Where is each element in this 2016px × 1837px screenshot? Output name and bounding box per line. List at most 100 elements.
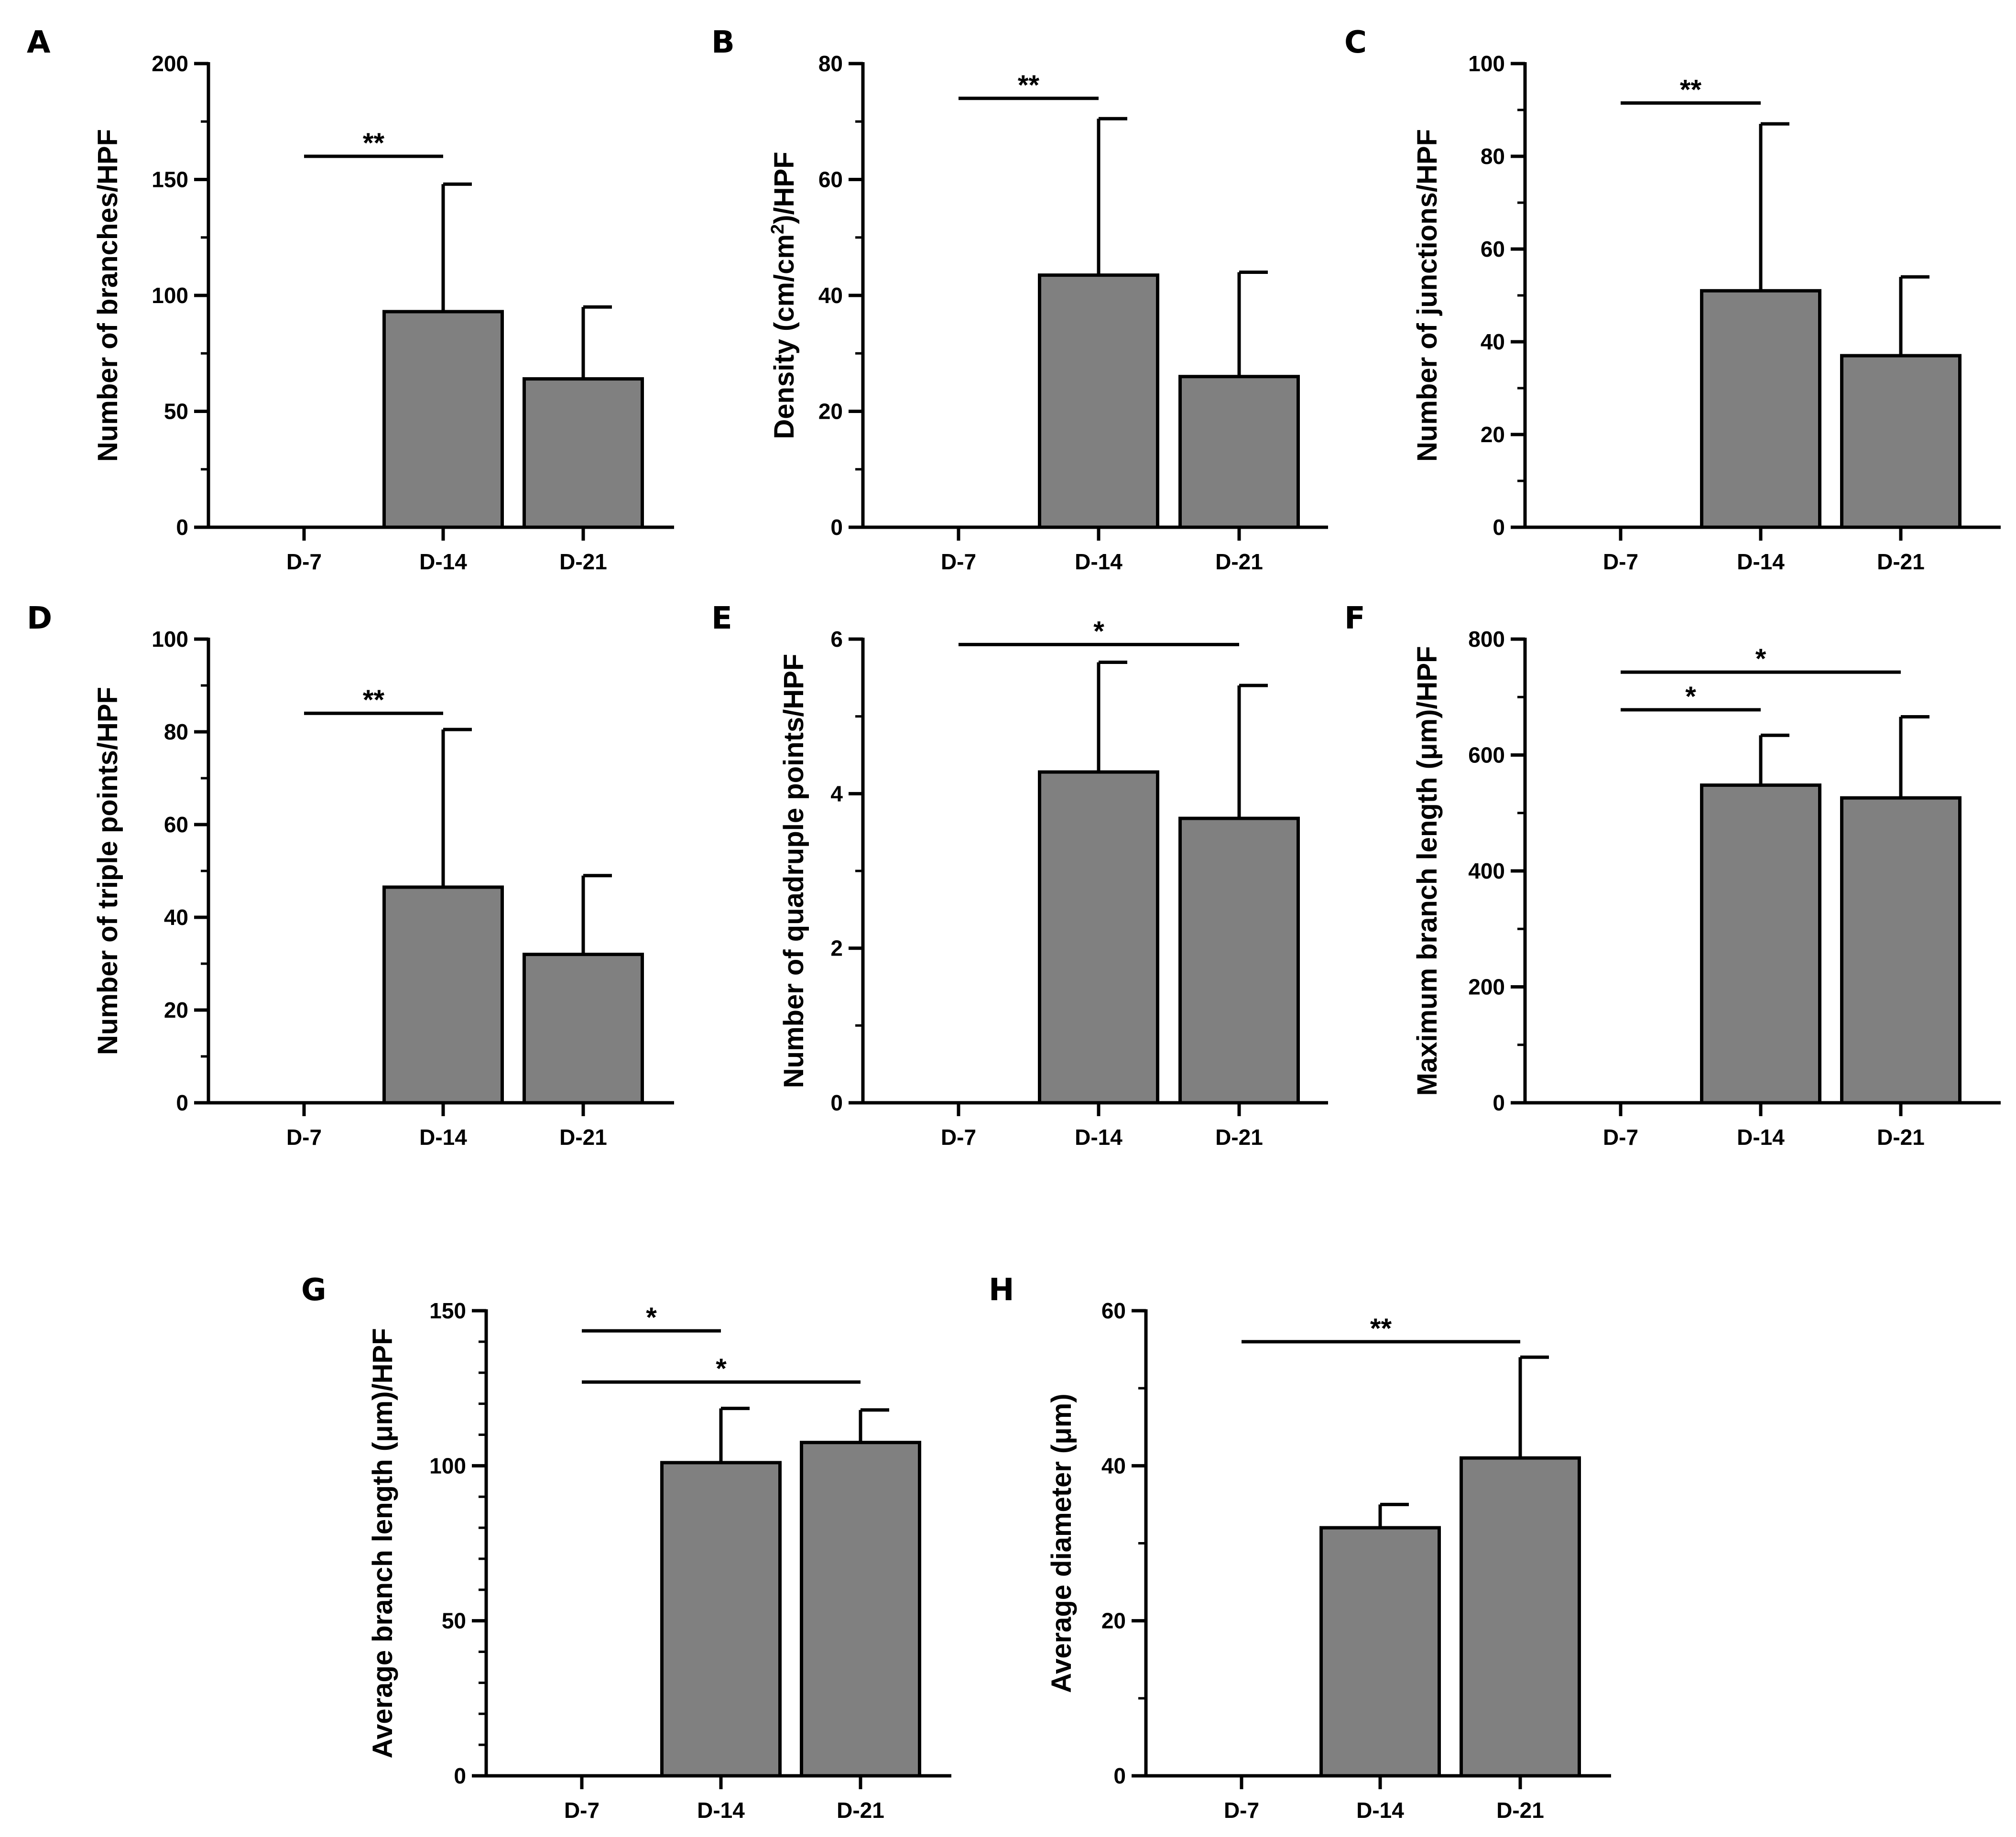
panel-letter: B (711, 25, 735, 60)
x-tick-label: D-21 (559, 1125, 607, 1150)
significance-label: * (716, 1353, 727, 1384)
bar-d-21 (523, 953, 644, 1105)
y-tick-label: 0 (1493, 1090, 1505, 1115)
x-tick-label: D-14 (1737, 1125, 1785, 1150)
x-tick-label: D-21 (1877, 549, 1925, 574)
bar-d-21 (1178, 816, 1300, 1105)
x-tick-label: D-21 (1215, 549, 1263, 574)
chart-panel-e: E 0 2 4 6 D-7 D-14 D-21 * Number of quadruple poi… (711, 601, 1328, 1150)
x-tick-label: D-21 (1877, 1125, 1925, 1150)
bar-d-14 (1319, 1526, 1441, 1778)
bar-d-14 (1038, 273, 1159, 529)
x-tick-label: D-14 (697, 1798, 745, 1823)
y-tick-label: 100 (1468, 51, 1505, 76)
y-axis-title: Average branch length (μm)/HPF (367, 1328, 398, 1758)
y-tick-label: 400 (1468, 859, 1505, 883)
panel-letter: C (1344, 25, 1367, 60)
y-tick-label: 200 (152, 51, 188, 76)
panel-letter: F (1344, 601, 1365, 636)
bar-d-21 (523, 377, 644, 529)
x-tick-label: D-14 (419, 549, 467, 574)
x-tick-label: D-7 (564, 1798, 599, 1823)
bar-d-21 (800, 1441, 921, 1778)
x-tick-label: D-21 (1496, 1798, 1544, 1823)
y-tick-label: 100 (152, 283, 188, 308)
x-tick-label: D-21 (837, 1798, 884, 1823)
significance-label: ** (1680, 74, 1702, 105)
y-tick-label: 60 (164, 812, 188, 837)
y-tick-label: 600 (1468, 743, 1505, 768)
x-tick-label: D-7 (941, 549, 976, 574)
y-axis-title: Maximum branch length (μm)/HPF (1412, 646, 1443, 1096)
y-axis-title: Average diameter (μm) (1046, 1393, 1077, 1693)
bar-d-21 (1178, 375, 1300, 529)
x-tick-label: D-14 (1737, 549, 1785, 574)
significance-label: ** (1370, 1313, 1392, 1344)
bar-d-14 (1700, 289, 1821, 529)
panel-letter: D (27, 601, 52, 636)
y-tick-label: 40 (1481, 329, 1505, 354)
significance-label: ** (1018, 70, 1040, 101)
significance-label: * (646, 1302, 657, 1333)
y-axis-title: Number of triple points/HPF (92, 687, 123, 1055)
bar-d-21 (1840, 354, 1962, 529)
y-tick-label: 0 (176, 1090, 188, 1115)
chart-panel-d: D 0 20 40 60 80 100 D-7 D-14 D-21 ** Number of trip… (27, 601, 674, 1150)
y-axis-title: Density (cm/cm2)/HPF (768, 152, 800, 439)
y-tick-label: 100 (152, 627, 188, 652)
y-tick-label: 20 (164, 998, 188, 1022)
y-tick-label: 6 (830, 627, 843, 652)
y-axis-title: Number of quadruple points/HPF (778, 654, 809, 1088)
x-tick-label: D-7 (286, 1125, 322, 1150)
y-tick-label: 0 (454, 1763, 466, 1788)
chart-panel-h: H 0 20 40 60 D-7 D-14 D-21 ** Average diameter (μ… (989, 1272, 1611, 1823)
y-tick-label: 4 (830, 781, 843, 806)
chart-panel-c: C 0 20 40 60 80 100 D-7 D-14 D-21 ** Number of junc… (1344, 25, 2001, 574)
y-tick-label: 0 (830, 515, 843, 540)
significance-label: * (1755, 643, 1766, 674)
x-tick-label: D-14 (1356, 1798, 1404, 1823)
y-tick-label: 80 (164, 719, 188, 744)
bar-d-21 (1840, 796, 1962, 1105)
x-tick-label: D-7 (1603, 1125, 1638, 1150)
y-tick-label: 0 (1493, 515, 1505, 540)
y-tick-label: 2 (830, 936, 843, 961)
bar-d-21 (1460, 1456, 1581, 1778)
x-tick-label: D-21 (1215, 1125, 1263, 1150)
y-tick-label: 50 (164, 399, 188, 424)
y-tick-label: 150 (152, 167, 188, 192)
y-tick-label: 60 (1481, 237, 1505, 261)
y-tick-label: 80 (1481, 144, 1505, 169)
chart-panel-b: B 0 20 40 60 80 D-7 D-14 D-21 ** Density (cm/cm2)/… (711, 25, 1328, 574)
y-tick-label: 80 (818, 51, 843, 76)
y-axis-title: Number of branches/HPF (92, 129, 123, 462)
panel-letter: A (27, 25, 51, 60)
y-tick-label: 40 (164, 905, 188, 930)
significance-label: * (1093, 616, 1104, 647)
y-tick-label: 20 (818, 399, 843, 424)
x-tick-label: D-14 (1075, 549, 1122, 574)
significance-label: ** (363, 685, 385, 716)
chart-panel-g: G 0 50 100 150 D-7 D-14 D-21 * * Average branch le… (301, 1272, 951, 1823)
y-axis-title: Number of junctions/HPF (1412, 129, 1443, 462)
x-tick-label: D-7 (1603, 549, 1638, 574)
x-tick-label: D-7 (1224, 1798, 1259, 1823)
x-tick-label: D-14 (419, 1125, 467, 1150)
bar-d-14 (382, 885, 504, 1105)
chart-panel-f: F 0 200 400 600 800 D-7 D-14 D-21 * * Maximum branc… (1344, 601, 2001, 1150)
x-tick-label: D-21 (559, 549, 607, 574)
y-tick-label: 60 (818, 167, 843, 192)
x-tick-label: D-7 (286, 549, 322, 574)
y-tick-label: 0 (830, 1090, 843, 1115)
y-tick-label: 20 (1481, 422, 1505, 447)
y-tick-label: 0 (1113, 1763, 1126, 1788)
significance-label: * (1685, 681, 1696, 712)
y-tick-label: 40 (818, 283, 843, 308)
y-tick-label: 60 (1101, 1298, 1126, 1323)
x-tick-label: D-14 (1075, 1125, 1122, 1150)
chart-panel-a: A 0 50 100 150 200 D-7 D-14 D-21 ** Number of bran… (27, 25, 674, 574)
y-tick-label: 800 (1468, 627, 1505, 652)
bar-d-14 (660, 1461, 782, 1778)
y-tick-label: 40 (1101, 1453, 1126, 1478)
